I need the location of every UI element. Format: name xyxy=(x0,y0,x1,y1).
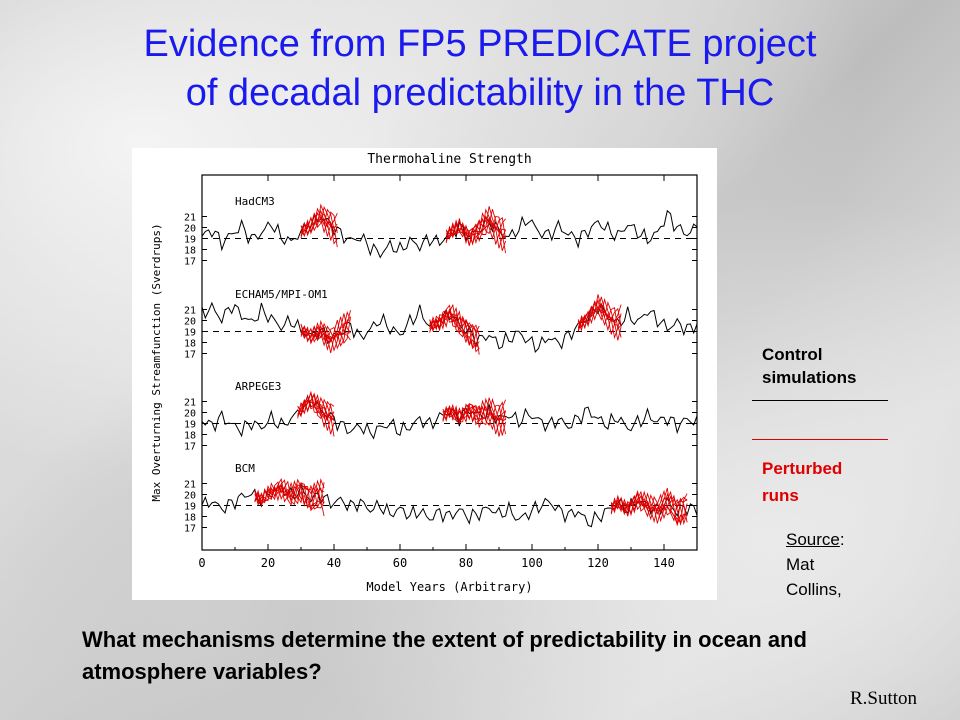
perturbed-series xyxy=(442,397,507,435)
y-tick-label: 20 xyxy=(184,317,196,328)
source-label: Source xyxy=(786,530,840,549)
control-series xyxy=(201,394,698,440)
y-tick-label: 21 xyxy=(184,306,196,317)
perturbed-series xyxy=(577,299,622,329)
question-text: What mechanisms determine the extent of … xyxy=(82,627,807,684)
x-tick-label: 0 xyxy=(198,556,205,570)
y-tick-label: 20 xyxy=(184,491,196,502)
perturbed-series xyxy=(610,489,688,526)
x-tick-label: 60 xyxy=(393,556,407,570)
y-tick-label: 19 xyxy=(184,235,196,246)
x-tick-label: 100 xyxy=(521,556,543,570)
perturbed-series xyxy=(300,313,351,354)
perturbed-series xyxy=(445,209,507,254)
perturbed-series xyxy=(577,294,622,335)
title-line-1: Evidence from FP5 PREDICATE project xyxy=(143,23,817,65)
y-tick-label: 18 xyxy=(184,431,196,442)
perturbed-series xyxy=(442,399,507,431)
chart-panel: Thermohaline Strength Model Years (Arbitr… xyxy=(132,148,717,600)
y-tick-label: 21 xyxy=(184,398,196,409)
perturbed-series xyxy=(300,208,338,232)
y-tick-label: 18 xyxy=(184,339,196,350)
y-tick-label: 18 xyxy=(184,246,196,257)
slide-title: Evidence from FP5 PREDICATE project of d… xyxy=(0,20,960,118)
perturbed-series xyxy=(610,491,688,523)
panel-label: ARPEGE3 xyxy=(235,380,281,393)
y-tick-label: 19 xyxy=(184,420,196,431)
perturbed-series xyxy=(577,301,622,332)
perturbed-series xyxy=(610,493,688,526)
y-tick-label: 17 xyxy=(184,524,196,535)
perturbed-series xyxy=(297,392,335,422)
perturbed-series xyxy=(300,211,338,239)
source-line-2: Mat xyxy=(786,555,815,574)
perturbed-series xyxy=(300,316,351,351)
y-axis-label: Max Overturning Streamfunction (Sverdrup… xyxy=(150,223,163,501)
y-tick-label: 20 xyxy=(184,409,196,420)
source-note: Source: Mat Collins, xyxy=(786,527,845,602)
y-tick-label: 18 xyxy=(184,513,196,524)
legend-perturbed-line-2: runs xyxy=(762,486,799,505)
legend-control: Control simulations xyxy=(762,343,856,389)
perturbed-series xyxy=(429,306,480,346)
perturbed-series xyxy=(300,209,338,237)
panel-label: HadCM3 xyxy=(235,195,275,208)
perturbed-series xyxy=(297,393,335,435)
legend-perturbed: Perturbed runs xyxy=(762,455,842,509)
plot-frame xyxy=(201,174,698,551)
x-tick-label: 120 xyxy=(587,556,609,570)
y-tick-label: 17 xyxy=(184,257,196,268)
y-tick-label: 17 xyxy=(184,350,196,361)
y-tick-label: 21 xyxy=(184,480,196,491)
perturbed-series xyxy=(445,217,507,246)
perturbed-series xyxy=(577,300,622,338)
title-line-2: of decadal predictability in the THC xyxy=(185,72,775,114)
perturbed-series xyxy=(429,310,480,349)
perturbed-series xyxy=(445,211,506,246)
legend-control-rule xyxy=(752,400,888,401)
perturbed-series xyxy=(300,207,338,241)
source-line-3: Collins, xyxy=(786,580,842,599)
y-tick-label: 17 xyxy=(184,442,196,453)
chart-title: Thermohaline Strength xyxy=(367,152,531,167)
x-tick-label: 80 xyxy=(459,556,473,570)
panel-label: ECHAM5/MPI-OM1 xyxy=(235,288,328,301)
perturbed-series xyxy=(300,316,351,344)
x-tick-label: 20 xyxy=(261,556,275,570)
y-tick-label: 19 xyxy=(184,502,196,513)
y-tick-label: 21 xyxy=(184,213,196,224)
author-credit: R.Sutton xyxy=(850,688,918,709)
x-tick-label: 140 xyxy=(653,556,675,570)
legend-perturbed-rule xyxy=(752,439,888,440)
panel-label: BCM xyxy=(235,462,255,475)
perturbed-series xyxy=(429,304,480,355)
perturbed-series xyxy=(254,478,325,512)
perturbed-series xyxy=(297,394,335,422)
x-axis-label: Model Years (Arbitrary) xyxy=(366,580,532,594)
thermohaline-chart: Thermohaline Strength Model Years (Arbitr… xyxy=(150,152,698,594)
legend-control-line-1: Control xyxy=(762,345,823,364)
y-tick-label: 19 xyxy=(184,328,196,339)
legend-perturbed-line-1: Perturbed xyxy=(762,459,843,478)
legend-control-line-2: simulations xyxy=(762,368,857,387)
perturbed-series xyxy=(254,480,325,509)
x-tick-label: 40 xyxy=(327,556,341,570)
perturbed-series xyxy=(610,487,688,524)
y-tick-label: 20 xyxy=(184,224,196,235)
perturbed-series xyxy=(445,215,506,246)
